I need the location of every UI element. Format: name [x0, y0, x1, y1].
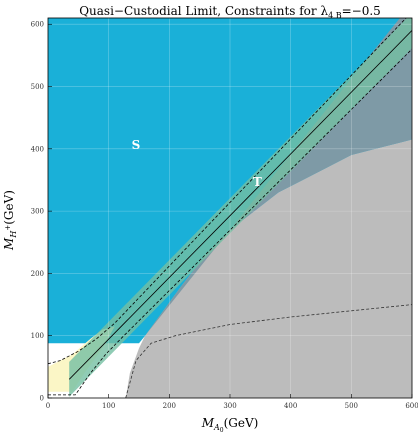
- y-tick-label: 400: [31, 145, 44, 153]
- x-tick-label: 600: [405, 402, 418, 410]
- chart-title: Quasi−Custodial Limit, Constraints for λ…: [79, 4, 381, 20]
- x-axis-ticks: 0 100 200 300 400 500 600: [46, 394, 418, 410]
- y-tick-label: 600: [31, 21, 44, 29]
- region-label: S: [132, 138, 141, 152]
- y-tick-label: 300: [31, 208, 44, 216]
- x-tick-label: 100: [102, 402, 115, 410]
- y-axis-label: MH+(GeV): [2, 190, 18, 251]
- y-axis-ticks: 0 100 200 300 400 500 600: [31, 21, 52, 403]
- x-tick-label: 0: [46, 402, 50, 410]
- x-tick-label: 200: [163, 402, 176, 410]
- y-tick-label: 500: [31, 83, 44, 91]
- T-center-line: [68, 30, 412, 380]
- y-tick-label: 200: [31, 270, 44, 278]
- x-tick-label: 400: [284, 402, 297, 410]
- region-T: [69, 18, 412, 397]
- region-label: T: [253, 175, 262, 189]
- dashed-lower-boundary: [48, 48, 412, 396]
- x-tick-label: 300: [223, 402, 236, 410]
- plot-area: ST: [47, 17, 413, 399]
- plot-layers: ST: [48, 18, 412, 398]
- excluded-region: [125, 139, 412, 398]
- exclusion-boundary: [125, 304, 412, 398]
- x-axis-label: MA0(GeV): [201, 416, 259, 434]
- dashed-upper-boundary: [48, 18, 407, 365]
- y-tick-label: 100: [31, 332, 44, 340]
- y-tick-label: 0: [40, 395, 44, 403]
- region-S: [48, 18, 412, 344]
- x-tick-label: 500: [345, 402, 358, 410]
